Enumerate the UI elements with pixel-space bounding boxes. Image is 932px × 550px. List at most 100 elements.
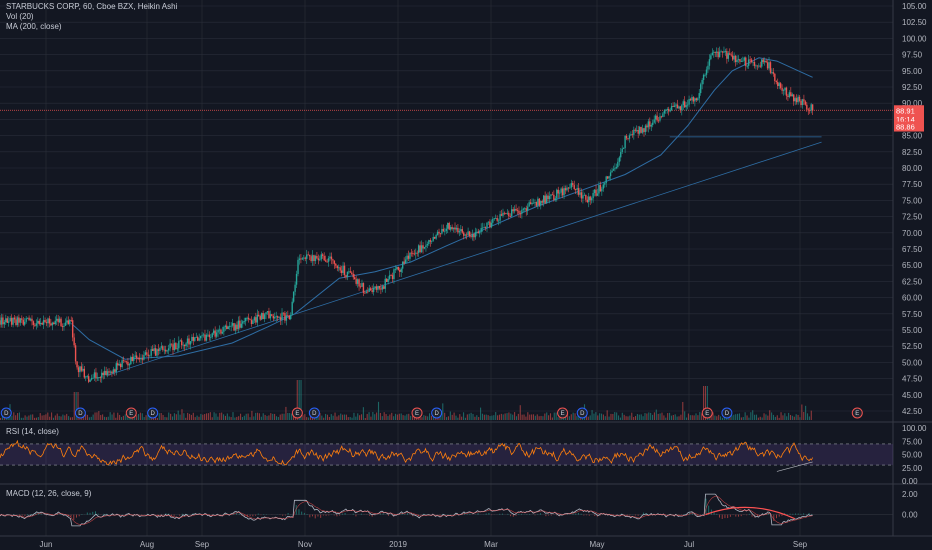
candle[interactable] <box>89 379 91 382</box>
candle[interactable] <box>668 109 670 112</box>
candle[interactable] <box>186 338 189 344</box>
candle[interactable] <box>471 234 474 238</box>
candle[interactable] <box>154 348 157 356</box>
candle[interactable] <box>19 318 22 323</box>
candle[interactable] <box>396 266 398 270</box>
price-tick-label[interactable]: 97.50 <box>902 51 923 60</box>
price-tick-label[interactable]: 70.00 <box>902 229 923 238</box>
candle[interactable] <box>708 59 711 66</box>
candle[interactable] <box>202 334 205 336</box>
candle[interactable] <box>301 258 304 260</box>
candle[interactable] <box>140 358 142 360</box>
candle[interactable] <box>794 98 796 102</box>
candle[interactable] <box>737 59 740 60</box>
candle[interactable] <box>21 318 23 320</box>
candle[interactable] <box>314 255 317 262</box>
candle[interactable] <box>374 286 376 288</box>
candle[interactable] <box>652 122 654 126</box>
price-tick-label[interactable]: 57.50 <box>902 310 923 319</box>
candle[interactable] <box>698 93 700 99</box>
candle[interactable] <box>86 376 88 377</box>
candle[interactable] <box>127 361 129 366</box>
candle[interactable] <box>804 101 807 105</box>
candle[interactable] <box>624 135 626 149</box>
candle[interactable] <box>319 259 321 261</box>
candle[interactable] <box>8 321 10 323</box>
candle[interactable] <box>300 258 302 260</box>
candle[interactable] <box>119 363 122 368</box>
candle[interactable] <box>772 72 775 74</box>
candle[interactable] <box>551 194 554 196</box>
candle[interactable] <box>144 352 147 355</box>
candle[interactable] <box>143 354 145 360</box>
candle[interactable] <box>534 202 536 203</box>
candle[interactable] <box>324 260 327 262</box>
candle[interactable] <box>3 322 6 325</box>
candle[interactable] <box>599 185 602 192</box>
candle[interactable] <box>278 317 280 319</box>
candle[interactable] <box>268 311 270 319</box>
candle[interactable] <box>51 322 54 326</box>
candle[interactable] <box>204 334 206 341</box>
candle[interactable] <box>723 51 725 53</box>
time-tick-label[interactable]: Sep <box>793 540 808 549</box>
candle[interactable] <box>458 231 461 233</box>
candle[interactable] <box>6 318 8 323</box>
candle[interactable] <box>766 62 769 69</box>
candle[interactable] <box>636 129 638 131</box>
candle[interactable] <box>307 254 309 256</box>
candle[interactable] <box>788 92 791 97</box>
candle[interactable] <box>707 65 709 70</box>
price-tick-label[interactable]: 85.00 <box>902 132 923 141</box>
candle[interactable] <box>681 105 683 111</box>
candle[interactable] <box>393 269 395 279</box>
candle[interactable] <box>399 269 401 272</box>
price-tick-label[interactable]: 75.00 <box>902 196 923 205</box>
candle[interactable] <box>554 198 557 200</box>
candle[interactable] <box>807 109 809 111</box>
candle[interactable] <box>345 275 347 278</box>
candle[interactable] <box>361 283 363 287</box>
candle[interactable] <box>288 315 290 319</box>
candle[interactable] <box>713 51 715 53</box>
candle[interactable] <box>544 195 546 204</box>
price-tick-label[interactable]: 100.00 <box>902 34 927 43</box>
candle[interactable] <box>310 256 312 262</box>
candle[interactable] <box>747 59 750 66</box>
candle[interactable] <box>169 343 171 349</box>
candle[interactable] <box>306 254 308 259</box>
candle[interactable] <box>545 195 548 204</box>
candle[interactable] <box>365 291 368 293</box>
candle[interactable] <box>617 161 619 167</box>
candle[interactable] <box>304 257 306 259</box>
candle[interactable] <box>691 97 693 101</box>
candle[interactable] <box>149 355 151 357</box>
candle[interactable] <box>197 336 199 341</box>
rsi-tick-label[interactable]: 50.00 <box>902 451 923 460</box>
candle[interactable] <box>509 216 511 217</box>
candle[interactable] <box>556 189 558 199</box>
candle[interactable] <box>795 98 798 103</box>
candle[interactable] <box>32 321 35 325</box>
candle[interactable] <box>99 377 102 378</box>
candle[interactable] <box>762 59 764 63</box>
candle[interactable] <box>743 57 746 61</box>
candle[interactable] <box>755 65 757 67</box>
candle[interactable] <box>673 105 676 107</box>
candle[interactable] <box>194 337 196 341</box>
candle[interactable] <box>356 279 359 284</box>
candle[interactable] <box>95 372 97 379</box>
candle[interactable] <box>759 65 761 67</box>
candle[interactable] <box>433 236 436 239</box>
candle[interactable] <box>218 329 221 331</box>
candle[interactable] <box>124 360 126 362</box>
candle[interactable] <box>352 273 354 278</box>
candle[interactable] <box>228 326 231 327</box>
time-tick-label[interactable]: May <box>589 540 604 549</box>
candle[interactable] <box>230 325 232 327</box>
candle[interactable] <box>211 333 213 337</box>
candle[interactable] <box>188 338 190 345</box>
candle[interactable] <box>336 265 338 269</box>
candle[interactable] <box>798 96 801 101</box>
